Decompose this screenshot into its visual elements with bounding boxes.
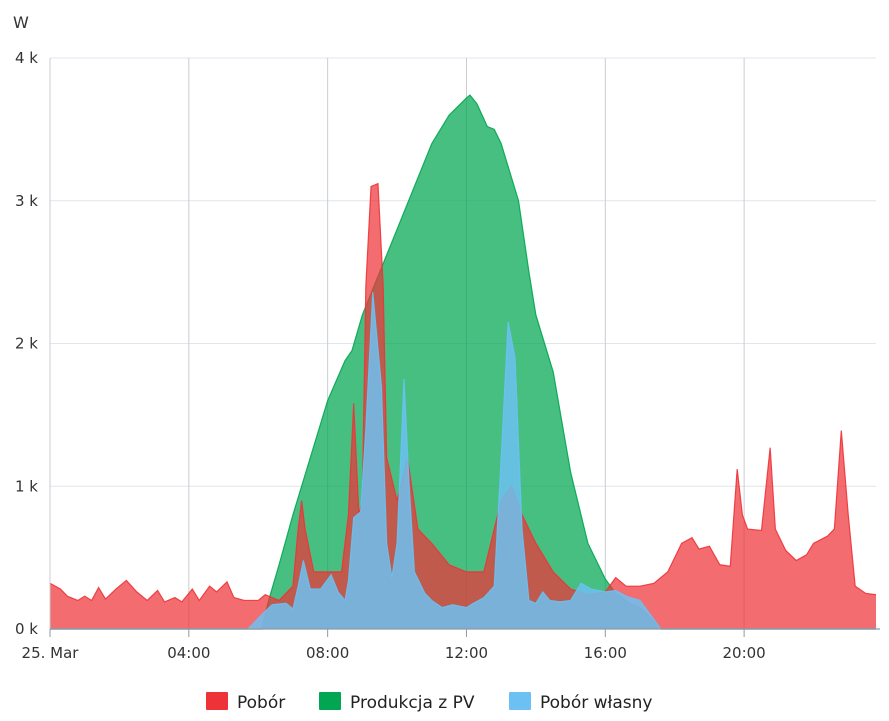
axes: 0 k 1 k 2 k 3 k 4 k 25. Mar 04:00 08:00 12:00 16:… [15, 49, 880, 662]
x-tick-label: 08:00 [306, 644, 349, 662]
series-line-2 [50, 292, 876, 630]
legend-swatch [206, 692, 228, 710]
x-tick-label: 20:00 [723, 644, 766, 662]
legend-item[interactable]: Pobór własny [509, 692, 652, 713]
legend-swatch [319, 692, 341, 710]
series-areas [49, 94, 877, 630]
x-tick-label: 25. Mar [22, 644, 80, 662]
y-tick-label: 0 k [15, 620, 38, 638]
legend-item[interactable]: Pobór [206, 692, 285, 713]
legend: Pobór Produkcja z PV Pobór własny [206, 692, 652, 713]
y-tick-label: 1 k [15, 477, 38, 495]
y-tick-label: 4 k [15, 49, 38, 67]
y-tick-label: 3 k [15, 192, 38, 210]
legend-label: Produkcja z PV [350, 693, 475, 713]
legend-label: Pobór własny [540, 693, 652, 713]
y-tick-label: 2 k [15, 335, 38, 353]
y-axis-unit-label: W [13, 13, 29, 32]
x-tick-label: 04:00 [167, 644, 210, 662]
series-area-1 [50, 183, 876, 629]
legend-swatch [509, 692, 531, 710]
x-tick-label: 16:00 [584, 644, 627, 662]
legend-label: Pobór [237, 693, 285, 713]
x-tick-label: 12:00 [445, 644, 488, 662]
legend-item[interactable]: Produkcja z PV [319, 692, 475, 713]
series-area-0 [50, 95, 876, 630]
